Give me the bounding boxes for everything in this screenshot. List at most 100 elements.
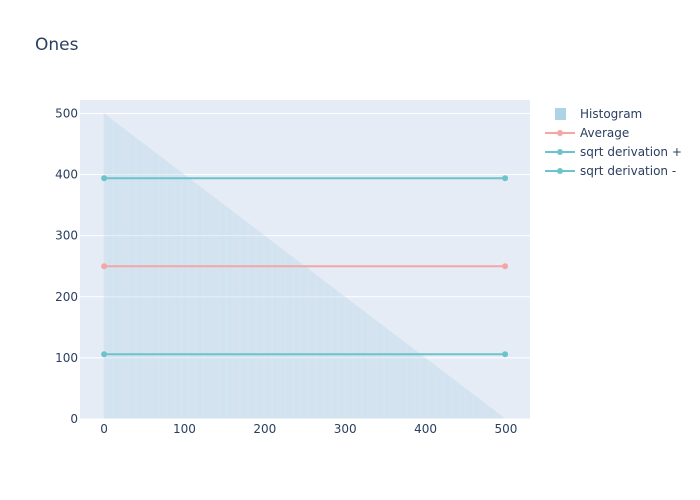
histogram-bar: [347, 298, 348, 419]
histogram-bar: [319, 277, 321, 419]
histogram-bar: [384, 327, 386, 419]
histogram-bar: [276, 244, 278, 419]
histogram-bar: [246, 222, 248, 419]
histogram-bar: [396, 335, 398, 419]
histogram-bar: [484, 403, 486, 419]
histogram-bar: [233, 212, 235, 419]
histogram-bar: [307, 268, 308, 419]
histogram-bar: [126, 130, 128, 420]
histogram-bar: [202, 188, 204, 419]
legend-label-average: Average: [580, 126, 629, 140]
plot-background: [80, 100, 530, 419]
histogram-bar: [115, 122, 117, 419]
histogram-bar: [363, 310, 365, 419]
histogram-bar: [302, 264, 303, 419]
histogram-bar: [265, 236, 267, 419]
histogram-bar: [301, 263, 303, 419]
legend-item-histogram[interactable]: Histogram: [555, 107, 642, 121]
histogram-bar: [278, 246, 280, 419]
histogram-bar: [495, 411, 496, 419]
histogram-bar: [405, 342, 406, 419]
histogram-bar: [111, 119, 113, 420]
histogram-bar: [447, 375, 449, 419]
series-marker: [502, 351, 509, 358]
histogram-bar: [370, 316, 372, 419]
histogram-bar: [482, 401, 484, 419]
histogram-bar: [491, 408, 492, 419]
histogram-bar: [112, 120, 114, 420]
histogram-bar: [433, 364, 435, 419]
histogram-bar: [355, 304, 357, 419]
histogram-bar: [114, 121, 115, 419]
histogram-bar: [414, 349, 416, 419]
histogram-bar: [493, 409, 495, 419]
histogram-bar: [421, 354, 422, 419]
histogram-bar: [131, 134, 133, 420]
histogram-bar: [344, 296, 346, 419]
histogram-bar: [478, 398, 479, 419]
histogram-bar: [315, 274, 317, 419]
histogram-bar: [130, 133, 132, 419]
histogram-bar: [357, 306, 359, 419]
histogram-bar: [450, 377, 452, 419]
histogram-bar: [481, 400, 483, 419]
histogram-bar: [127, 131, 129, 419]
histogram-bar: [135, 137, 136, 419]
histogram-bar: [196, 183, 197, 419]
legend-label-histogram: Histogram: [580, 107, 642, 121]
histogram-bar: [381, 324, 383, 419]
histogram-bar: [494, 410, 496, 419]
histogram-bar: [175, 167, 177, 419]
histogram-bar: [237, 215, 239, 419]
histogram-bar: [182, 173, 184, 419]
legend-item-sqrt-minus[interactable]: sqrt derivation -: [545, 164, 676, 178]
histogram-bar: [361, 309, 363, 419]
histogram-bars: [103, 113, 506, 420]
legend-item-sqrt-plus[interactable]: sqrt derivation +: [545, 145, 682, 159]
histogram-bar: [190, 179, 192, 419]
histogram-bar: [419, 353, 421, 419]
legend[interactable]: Histogram Average sqrt derivation + sqrt…: [545, 107, 682, 178]
histogram-bar: [496, 412, 498, 419]
histogram-bar: [503, 417, 505, 419]
histogram-bar: [142, 142, 144, 419]
histogram-bar: [499, 414, 500, 419]
series-marker: [101, 175, 108, 182]
histogram-bar: [106, 115, 108, 419]
histogram-bar: [364, 311, 365, 419]
series-marker: [502, 263, 509, 270]
histogram-bar: [498, 413, 500, 419]
histogram-bar: [133, 136, 135, 420]
histogram-bar: [254, 228, 256, 419]
histogram-bar: [243, 219, 245, 419]
series-2: [101, 351, 509, 358]
histogram-bar: [139, 140, 140, 420]
histogram-bar: [343, 296, 345, 419]
histogram-bar: [221, 203, 223, 419]
histogram-bar: [327, 283, 329, 419]
histogram-bar: [324, 281, 326, 419]
histogram-bar: [185, 175, 187, 419]
histogram-bar: [326, 282, 328, 419]
histogram-bar: [397, 337, 399, 419]
histogram-bar: [183, 173, 185, 419]
histogram-bar: [157, 154, 159, 419]
histogram-bar: [172, 166, 174, 419]
histogram-bar: [322, 279, 324, 419]
x-tick-label: 100: [173, 422, 196, 436]
histogram-bar: [292, 257, 294, 419]
histogram-bar: [268, 238, 270, 419]
histogram-bar: [139, 140, 141, 419]
histogram-bar: [312, 272, 314, 419]
histogram-bar: [393, 334, 395, 419]
histogram-bar: [462, 386, 463, 419]
histogram-bar: [318, 276, 320, 419]
histogram-bar: [116, 123, 118, 419]
legend-item-average[interactable]: Average: [545, 126, 629, 140]
histogram-bar: [495, 411, 497, 419]
histogram-bar: [253, 227, 254, 419]
histogram-bar: [502, 416, 504, 419]
histogram-bar: [287, 253, 289, 419]
histogram-bar: [260, 232, 262, 419]
histogram-bar: [452, 378, 454, 419]
